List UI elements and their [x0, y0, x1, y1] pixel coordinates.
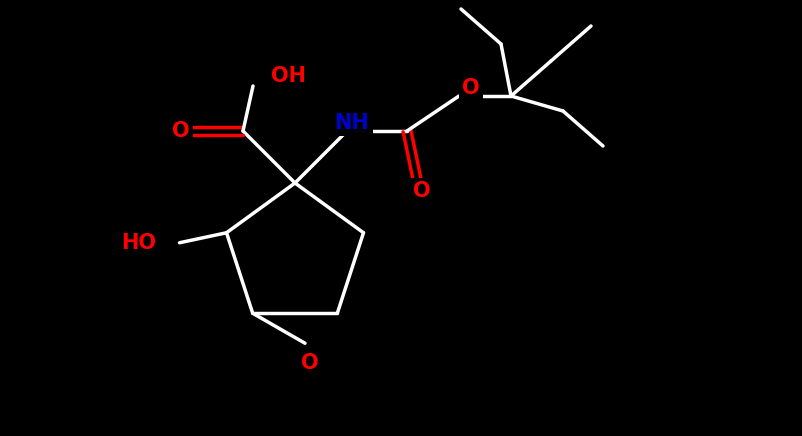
Text: OH: OH	[271, 66, 306, 86]
Text: O: O	[172, 121, 190, 141]
Text: NH: NH	[334, 113, 370, 133]
Text: O: O	[462, 78, 480, 98]
Text: O: O	[413, 181, 431, 201]
Text: HO: HO	[122, 233, 156, 253]
Text: O: O	[302, 353, 319, 373]
